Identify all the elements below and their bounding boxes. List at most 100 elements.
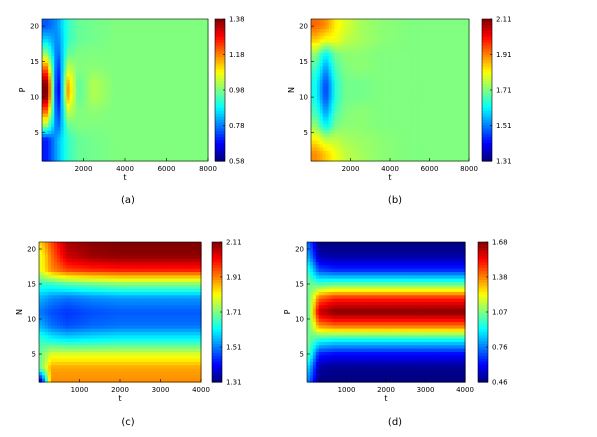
heatmap-cell bbox=[134, 86, 138, 91]
heatmap-cell bbox=[72, 22, 77, 27]
heatmap-cell bbox=[72, 90, 77, 94]
heatmap-cell bbox=[311, 69, 315, 74]
heatmap-cell bbox=[366, 42, 371, 47]
heatmap-cell bbox=[88, 52, 92, 57]
heatmap-cell bbox=[121, 83, 126, 88]
heatmap-cell bbox=[436, 140, 441, 145]
heatmap-cell bbox=[466, 83, 470, 88]
heatmap-cell bbox=[325, 79, 330, 84]
heatmap-cell bbox=[112, 52, 117, 57]
heatmap-cell bbox=[42, 66, 46, 71]
heatmap-cell bbox=[392, 113, 397, 118]
heatmap-cell bbox=[137, 140, 141, 145]
heatmap-cell bbox=[343, 35, 347, 40]
heatmap-cell bbox=[349, 73, 353, 78]
heatmap-cell bbox=[121, 137, 126, 142]
heatmap-cell bbox=[81, 96, 86, 101]
heatmap-cell bbox=[325, 103, 330, 108]
heatmap-cell bbox=[75, 258, 79, 263]
heatmap-cell bbox=[460, 29, 464, 34]
heatmap-cell bbox=[60, 117, 65, 122]
heatmap-cell bbox=[195, 96, 200, 101]
heatmap-cell bbox=[451, 46, 455, 51]
heatmap-cell bbox=[54, 147, 58, 152]
heatmap-cell bbox=[201, 127, 206, 132]
heatmap-cell bbox=[88, 113, 92, 118]
heatmap-cell bbox=[322, 147, 327, 152]
heatmap-cell bbox=[416, 117, 420, 122]
heatmap-cell bbox=[69, 100, 74, 105]
heatmap-cell bbox=[180, 242, 184, 246]
heatmap-cell bbox=[410, 22, 415, 27]
heatmap-cell bbox=[357, 86, 362, 91]
heatmap-cell bbox=[125, 120, 129, 125]
heatmap-cell bbox=[109, 130, 114, 135]
heatmap-cell bbox=[445, 76, 450, 81]
heatmap-cell bbox=[404, 22, 409, 27]
heatmap-cell bbox=[109, 66, 114, 71]
heatmap-cell bbox=[366, 137, 371, 142]
heatmap-cell bbox=[195, 123, 200, 128]
heatmap-cell bbox=[392, 157, 397, 162]
heatmap-cell bbox=[325, 35, 330, 40]
heatmap-cell bbox=[192, 56, 197, 61]
heatmap-cell bbox=[100, 96, 105, 101]
colorbar-step bbox=[482, 51, 492, 56]
heatmap-cell bbox=[180, 69, 184, 74]
heatmap-cell bbox=[448, 100, 453, 105]
heatmap-cell bbox=[360, 113, 365, 118]
heatmap-cell bbox=[103, 127, 108, 132]
heatmap-cell bbox=[410, 127, 415, 132]
heatmap-cell bbox=[137, 130, 141, 135]
heatmap-cell bbox=[128, 25, 132, 30]
heatmap-cell bbox=[149, 66, 154, 71]
heatmap-cell bbox=[343, 93, 347, 98]
heatmap-cell bbox=[328, 144, 333, 149]
heatmap-cell bbox=[328, 69, 333, 74]
heatmap-cell bbox=[390, 150, 394, 155]
heatmap-cell bbox=[372, 29, 376, 34]
heatmap-cell bbox=[63, 130, 68, 135]
heatmap-cell bbox=[91, 56, 95, 61]
y-axis-label: N bbox=[287, 87, 296, 93]
heatmap-cell bbox=[378, 117, 382, 122]
heatmap-cell bbox=[407, 130, 412, 135]
heatmap-cell bbox=[42, 19, 46, 23]
heatmap-cell bbox=[131, 46, 135, 51]
heatmap-cell bbox=[42, 22, 46, 27]
heatmap-cell bbox=[192, 147, 197, 152]
heatmap-cell bbox=[99, 245, 103, 250]
heatmap-cell bbox=[177, 86, 181, 91]
heatmap-cell bbox=[109, 62, 114, 67]
heatmap-cell bbox=[138, 255, 142, 260]
heatmap-cell bbox=[451, 76, 455, 81]
heatmap-cell bbox=[174, 52, 178, 57]
heatmap-cell bbox=[156, 242, 160, 246]
heatmap-cell bbox=[128, 137, 132, 142]
heatmap-cell bbox=[357, 59, 362, 64]
heatmap-cell bbox=[115, 66, 120, 71]
heatmap-cell bbox=[451, 147, 455, 152]
heatmap-cell bbox=[45, 133, 49, 138]
heatmap-cell bbox=[369, 110, 374, 115]
heatmap-cell bbox=[340, 133, 344, 138]
heatmap-cell bbox=[433, 110, 438, 115]
heatmap-cell bbox=[457, 76, 461, 81]
heatmap-cell bbox=[85, 83, 89, 88]
heatmap-cell bbox=[445, 127, 450, 132]
heatmap-cell bbox=[42, 140, 46, 145]
heatmap-cell bbox=[378, 25, 382, 30]
heatmap-cell bbox=[416, 90, 420, 94]
heatmap-cell bbox=[331, 147, 336, 152]
heatmap-cell bbox=[114, 245, 118, 250]
heatmap-cell bbox=[392, 103, 397, 108]
heatmap-cell bbox=[357, 90, 362, 94]
heatmap-cell bbox=[313, 32, 318, 37]
heatmap-cell bbox=[390, 52, 394, 57]
heatmap-cell bbox=[48, 103, 52, 108]
heatmap-cell bbox=[401, 25, 406, 30]
heatmap-cell bbox=[337, 56, 341, 61]
heatmap-cell bbox=[430, 62, 435, 67]
heatmap-cell bbox=[164, 73, 169, 78]
heatmap-cell bbox=[112, 100, 117, 105]
